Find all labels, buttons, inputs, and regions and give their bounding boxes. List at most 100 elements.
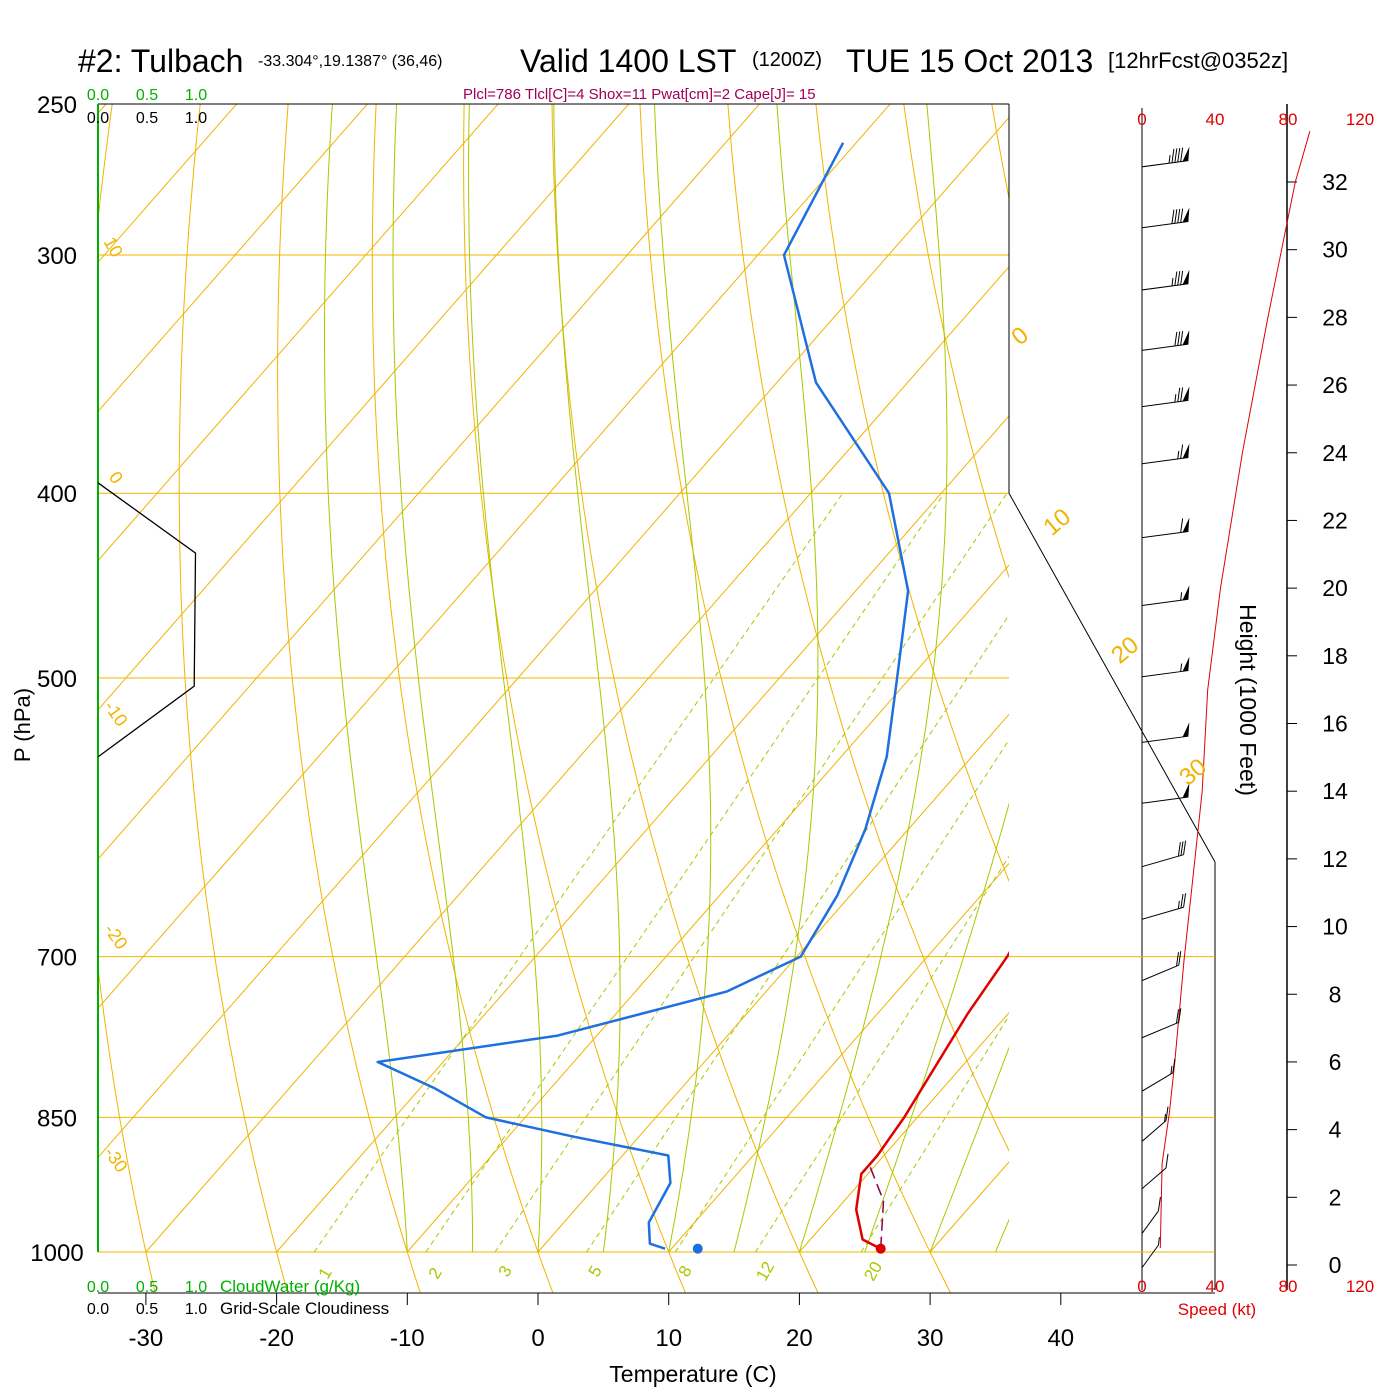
cloudiness-tick-bottom: 0.0 bbox=[87, 1301, 109, 1318]
wind-barb-pennant bbox=[1182, 722, 1190, 737]
height-tick-label: 22 bbox=[1322, 507, 1348, 533]
wind-barb-half-flag bbox=[1177, 450, 1180, 460]
wind-barb-flag bbox=[1172, 1058, 1176, 1073]
speed-tick-label-top: 40 bbox=[1206, 110, 1225, 129]
speed-tick-label-bottom: 0 bbox=[1137, 1277, 1146, 1296]
dry-adiabat-line bbox=[815, 104, 1009, 883]
wind-barb-staff bbox=[1141, 598, 1189, 606]
mixing-ratio-label: 12 bbox=[752, 1258, 778, 1284]
wind-barb-flag bbox=[1175, 1009, 1179, 1024]
isotherm-line bbox=[98, 104, 760, 860]
wind-barb-flag bbox=[1180, 893, 1184, 909]
dry-adiabat-line bbox=[0, 70, 30, 1292]
pressure-tick-label: 850 bbox=[37, 1105, 77, 1132]
wind-barb-flag bbox=[1178, 1008, 1182, 1023]
wind-barb-flag bbox=[1171, 209, 1175, 224]
height-tick-label: 18 bbox=[1322, 643, 1348, 669]
wind-barb-staff bbox=[1141, 1072, 1174, 1092]
height-tick-label: 10 bbox=[1322, 914, 1348, 940]
temperature-tick-label: -10 bbox=[390, 1325, 425, 1352]
height-axis-label: Height (1000 Feet) bbox=[1235, 604, 1261, 796]
height-tick-label: 32 bbox=[1322, 169, 1348, 195]
pressure-tick-label: 300 bbox=[37, 243, 77, 270]
surface-dewpoint-marker bbox=[692, 1243, 703, 1254]
wind-barb-flag bbox=[1174, 271, 1178, 286]
wind-barb-staff bbox=[1141, 964, 1179, 982]
wind-barb-flag bbox=[1180, 518, 1184, 533]
moist-adiabat-line bbox=[553, 104, 621, 1253]
moist-adiabat-line bbox=[733, 104, 819, 1253]
dry-adiabat-line bbox=[277, 104, 421, 1293]
wind-barb-flag bbox=[1183, 893, 1187, 908]
dry-adiabat-label: -20 bbox=[100, 920, 131, 953]
wind-barb bbox=[1141, 1153, 1169, 1190]
cloudiness-profile-line bbox=[97, 482, 197, 758]
wind-barb-staff bbox=[1141, 1210, 1159, 1234]
wind-barb-pennant bbox=[1182, 656, 1190, 672]
wind-barb-flag bbox=[1177, 147, 1181, 163]
wind-barb-flag bbox=[1180, 270, 1184, 285]
dry-adiabat-label: 0 bbox=[105, 468, 127, 488]
height-tick-label: 16 bbox=[1322, 711, 1348, 737]
wind-barb-half-flag bbox=[1171, 277, 1174, 287]
height-tick-label: 28 bbox=[1322, 304, 1348, 330]
mixing-ratio-line bbox=[755, 855, 1009, 1253]
speed-tick-label-top: 120 bbox=[1346, 110, 1374, 129]
wind-barb bbox=[1141, 840, 1187, 868]
wind-speed-curve bbox=[1159, 131, 1311, 1249]
moist-adiabat-line bbox=[929, 1046, 1009, 1253]
height-tick-label: 20 bbox=[1322, 575, 1348, 601]
cloud-water-tick-top: 0.5 bbox=[136, 87, 158, 104]
wind-barb-half-flag bbox=[1180, 592, 1183, 601]
speed-tick-label-top: 80 bbox=[1279, 110, 1298, 129]
isotherm-line bbox=[98, 104, 630, 711]
height-tick-label: 8 bbox=[1329, 981, 1342, 1007]
wind-barb-staff bbox=[1141, 1120, 1167, 1142]
pressure-axis-label: P (hPa) bbox=[10, 688, 35, 762]
sounding-parameters: Plcl=786 Tlcl[C]=4 Shox=11 Pwat[cm]=2 Ca… bbox=[463, 86, 816, 103]
wind-barb-staff bbox=[1141, 457, 1189, 465]
dry-adiabat-line bbox=[463, 104, 686, 1293]
valid-date: TUE 15 Oct 2013 bbox=[846, 43, 1093, 79]
wind-barb-half-flag bbox=[1170, 1065, 1173, 1075]
station-title: #2: Tulbach bbox=[78, 43, 243, 79]
wind-barb-flag bbox=[1157, 1196, 1161, 1212]
height-tick-label: 14 bbox=[1322, 778, 1348, 804]
isotherm-line bbox=[98, 104, 891, 1010]
wind-barb bbox=[1141, 269, 1190, 291]
cloud-water-label: CloudWater (g/Kg) bbox=[220, 1277, 360, 1296]
wind-barb-pennant bbox=[1182, 207, 1190, 223]
wind-barb-pennant bbox=[1182, 146, 1190, 162]
cloud-water-tick-top: 1.0 bbox=[185, 87, 207, 104]
mixing-ratio-line bbox=[313, 492, 844, 1253]
wind-barb-staff bbox=[1141, 854, 1184, 868]
temperature-tick-label: 40 bbox=[1047, 1325, 1074, 1352]
wind-barb-flag bbox=[1180, 331, 1184, 346]
wind-barb bbox=[1141, 893, 1187, 920]
isotherm-line bbox=[145, 265, 1009, 1253]
height-tick-label: 12 bbox=[1322, 846, 1348, 872]
temperature-tick-label: 0 bbox=[531, 1325, 544, 1352]
wind-barb-flag bbox=[1177, 208, 1181, 224]
panel-connector-line bbox=[1008, 492, 1216, 863]
mixing-ratio-label: 5 bbox=[585, 1262, 606, 1280]
cloudiness-tick-bottom: 1.0 bbox=[185, 1301, 207, 1318]
moist-adiabat-line bbox=[324, 104, 408, 1253]
plot-clip-region bbox=[0, 70, 1009, 1293]
wind-barb bbox=[1141, 386, 1190, 408]
wind-barb bbox=[1141, 1106, 1169, 1142]
parcel-path-line bbox=[868, 1164, 885, 1249]
wind-barb-staff bbox=[1141, 530, 1189, 539]
temperature-tick-label: 10 bbox=[655, 1325, 682, 1352]
height-tick-label: 0 bbox=[1329, 1252, 1342, 1278]
temperature-tick-label: -30 bbox=[129, 1325, 164, 1352]
wind-barb-flag bbox=[1177, 842, 1181, 857]
cloud-water-tick-bottom: 0.5 bbox=[136, 1279, 158, 1296]
wind-barb-staff bbox=[1141, 1167, 1167, 1190]
wind-barb-flag bbox=[1174, 209, 1178, 224]
isotherm-label: 10 bbox=[1038, 503, 1076, 541]
frame-right-step bbox=[1009, 493, 1215, 1293]
wind-barb-pennant bbox=[1182, 443, 1190, 459]
